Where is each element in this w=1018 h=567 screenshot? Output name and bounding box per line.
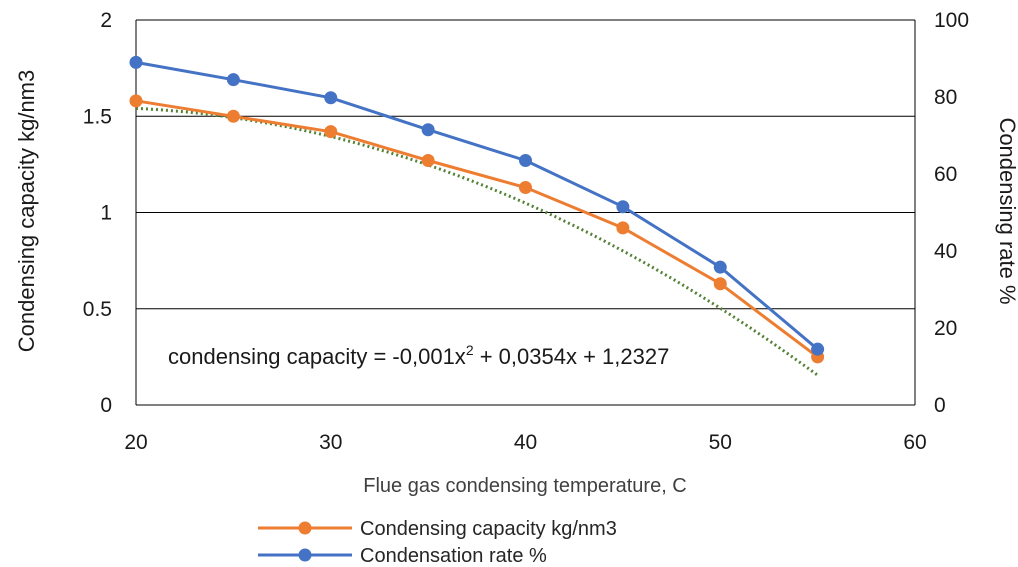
data-point-condensation-rate xyxy=(129,55,143,69)
data-point-condensation-rate xyxy=(421,123,435,137)
series-line-condensation-rate xyxy=(135,60,819,351)
y-left-tick-label: 1 xyxy=(100,202,112,225)
equation-prefix: condensing capacity = -0,001x xyxy=(168,344,466,369)
y-axis-left-title: Condensing capacity kg/nm3 xyxy=(14,70,39,353)
data-point-condensing-capacity xyxy=(713,277,727,291)
equation-suffix: + 0,0354x + 1,2327 xyxy=(474,344,670,369)
y-right-tick-label: 0 xyxy=(934,394,946,417)
trendline-equation: condensing capacity = -0,001x2 + 0,0354x… xyxy=(168,342,669,369)
trendline-curve xyxy=(135,106,819,377)
legend-marker-condensation-rate xyxy=(298,548,312,562)
data-point-condensation-rate xyxy=(519,154,532,168)
y-right-tick-label: 100 xyxy=(934,9,969,32)
y-left-tick-label: 0.5 xyxy=(83,298,112,321)
y-right-tick-label: 80 xyxy=(934,86,957,109)
legend: Condensing capacity kg/nm3 Condensation r… xyxy=(258,518,617,567)
legend-marker-condensing-capacity xyxy=(298,521,312,535)
data-point-condensing-capacity xyxy=(616,221,630,235)
y-right-tick-label: 40 xyxy=(934,240,957,263)
x-axis-title: Flue gas condensing temperature, C xyxy=(363,475,687,497)
gridlines xyxy=(136,115,915,310)
x-tick-label: 30 xyxy=(319,431,342,454)
data-point-condensation-rate xyxy=(616,200,630,214)
y-right-tick-label: 20 xyxy=(934,317,957,340)
data-point-condensing-capacity xyxy=(324,125,338,139)
y-left-tick-label: 1.5 xyxy=(83,105,112,128)
axes xyxy=(135,19,916,406)
x-tick-label: 50 xyxy=(709,431,732,454)
legend-label-condensing-capacity: Condensing capacity kg/nm3 xyxy=(360,518,617,540)
data-point-condensing-capacity xyxy=(421,154,435,168)
data-point-condensing-capacity xyxy=(519,180,532,194)
data-point-condensation-rate xyxy=(713,260,727,274)
data-point-condensation-rate xyxy=(811,342,825,356)
series-group xyxy=(129,55,825,364)
y-axis-right-title: Condensing rate % xyxy=(995,117,1018,304)
y-left-tick-label: 2 xyxy=(100,9,112,32)
data-point-condensing-capacity xyxy=(129,94,143,108)
equation-superscript: 2 xyxy=(466,342,474,358)
x-tick-label: 40 xyxy=(514,431,537,454)
x-tick-label: 20 xyxy=(124,431,147,454)
y-left-tick-label: 0 xyxy=(100,394,112,417)
y-right-tick-label: 60 xyxy=(934,163,957,186)
trendline-group xyxy=(135,106,819,377)
legend-label-condensation-rate: Condensation rate % xyxy=(360,545,547,567)
x-tick-label: 60 xyxy=(903,431,926,454)
series-line-condensing-capacity xyxy=(135,99,819,359)
data-point-condensation-rate xyxy=(324,91,338,105)
data-point-condensing-capacity xyxy=(226,109,240,123)
data-point-condensation-rate xyxy=(226,73,240,87)
